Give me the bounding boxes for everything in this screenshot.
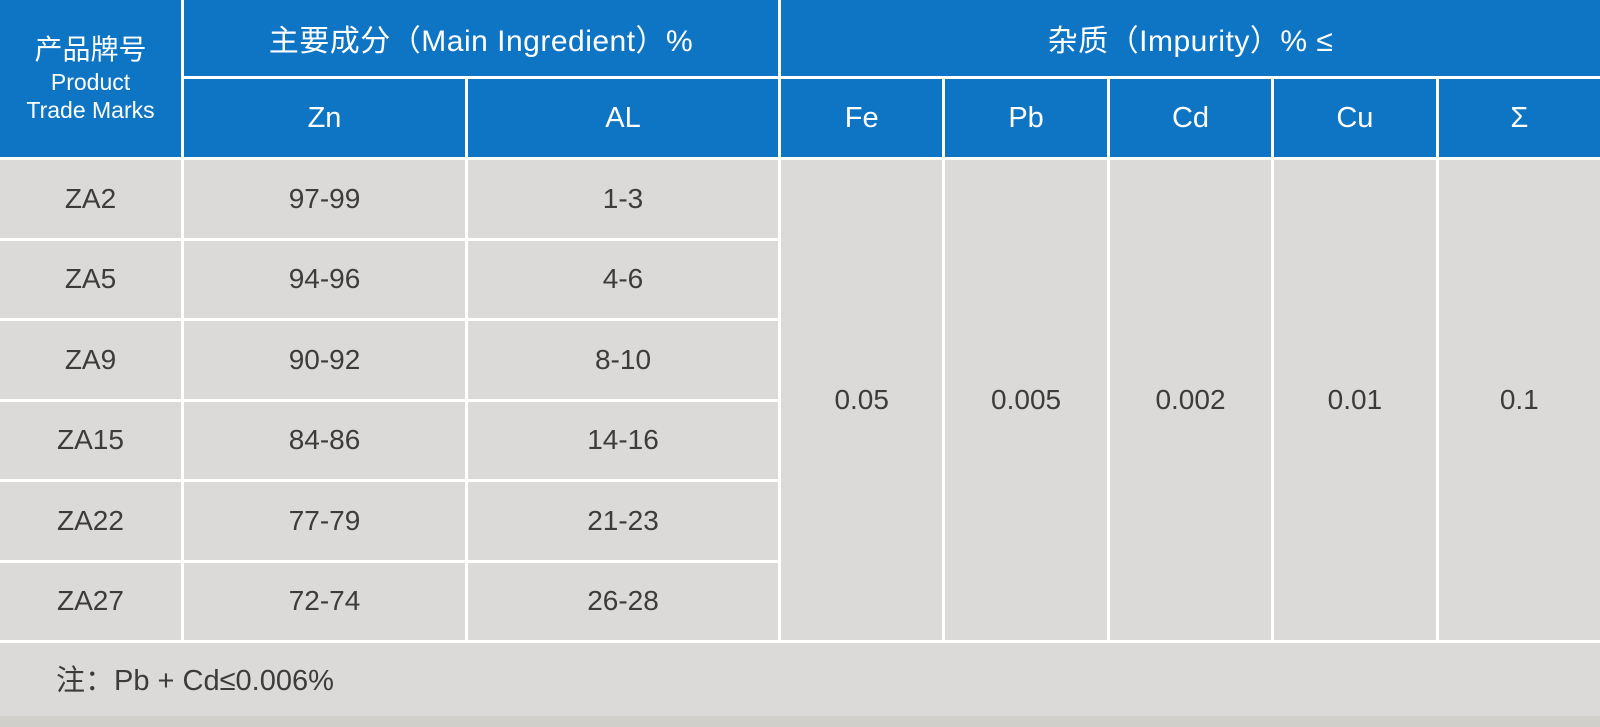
product-trade-marks-en1: Product (50, 69, 131, 96)
trade-mark-cell: ZA15 (0, 401, 181, 479)
subheader-cd: Cd (1109, 79, 1272, 157)
al-cell: 4-6 (468, 240, 778, 318)
product-trade-marks-zh: 产品牌号 (34, 34, 147, 66)
col-header-product-trade-marks: 产品牌号 Product Trade Marks (0, 0, 181, 157)
al-cell: 8-10 (468, 321, 778, 399)
subheader-al: AL (468, 79, 778, 157)
impurity-limit-cell-cd: 0.002 (1109, 160, 1272, 640)
zn-cell: 72-74 (184, 562, 465, 640)
zn-cell: 97-99 (184, 160, 465, 238)
trade-mark-cell: ZA27 (0, 562, 181, 640)
al-cell: 1-3 (468, 160, 778, 238)
zn-cell: 90-92 (184, 321, 465, 399)
subheader-sigma: Σ (1438, 79, 1600, 157)
al-cell: 26-28 (468, 562, 778, 640)
footnote: 注：Pb + Cd≤0.006% (0, 643, 1600, 727)
subheader-zn: Zn (184, 79, 465, 157)
zn-cell: 94-96 (184, 240, 465, 318)
subheader-pb: Pb (945, 79, 1107, 157)
product-trade-marks-en2: Trade Marks (26, 97, 155, 123)
group-header-main-ingredient: 主要成分（Main Ingredient）% (184, 0, 778, 76)
trade-mark-cell: ZA5 (0, 240, 181, 318)
subheader-fe: Fe (781, 79, 943, 157)
zn-cell: 84-86 (184, 401, 465, 479)
zn-cell: 77-79 (184, 482, 465, 560)
bottom-edge-strip (0, 716, 1600, 727)
impurity-limit-cell-fe: 0.05 (781, 160, 943, 640)
group-header-impurity: 杂质（Impurity）% ≤ (781, 0, 1600, 76)
trade-mark-cell: ZA22 (0, 482, 181, 560)
al-cell: 21-23 (468, 482, 778, 560)
impurity-limit-cell-cu: 0.01 (1274, 160, 1436, 640)
trade-mark-cell: ZA9 (0, 321, 181, 399)
trade-mark-cell: ZA2 (0, 160, 181, 238)
al-cell: 14-16 (468, 401, 778, 479)
subheader-cu: Cu (1274, 79, 1436, 157)
impurity-limit-cell-pb: 0.005 (945, 160, 1107, 640)
impurity-limit-cell-sigma: 0.1 (1438, 160, 1600, 640)
